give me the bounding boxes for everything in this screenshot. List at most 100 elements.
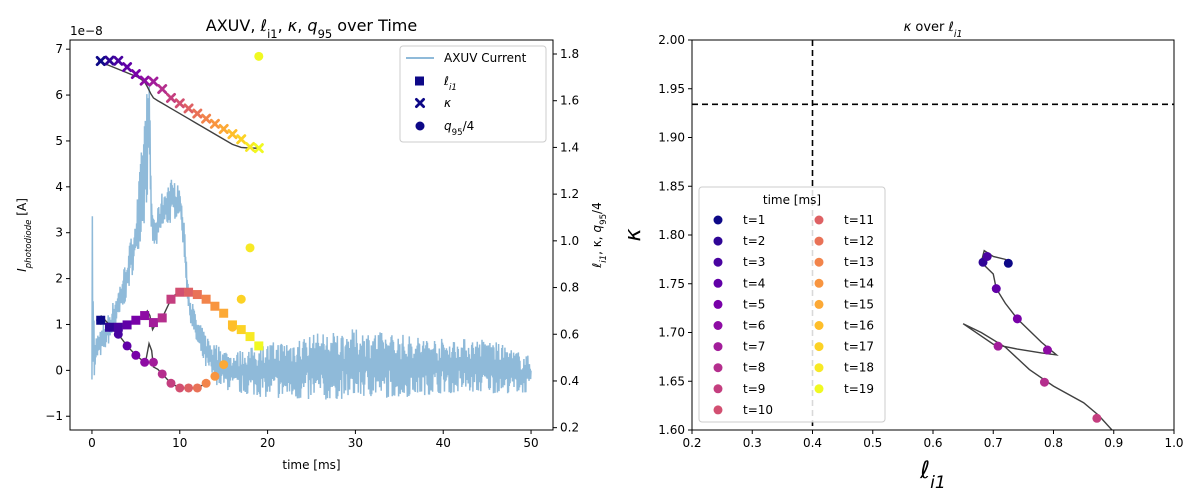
y-left-tick-label: 5 [55,134,63,148]
left-chart-title-part: i1 [267,27,278,41]
x-tick-label: 0.6 [923,436,942,450]
right-legend-title: time [ms] [763,193,821,207]
li1-point [166,294,176,304]
left-y-axis-label-part: photodiode [24,220,34,270]
q95-point [236,294,246,304]
legend-marker [814,384,824,394]
left-chart: 0 10 20 30 40 50 −1 0 1 2 3 4 5 6 7 0.2 0.4 0.6 0.8 1.0 1.2 1… [15,16,609,472]
li1-point [254,341,264,351]
y-right-tick-label: 0.2 [560,421,579,435]
q95-point [184,383,194,393]
legend-marker [814,257,824,267]
left-chart-title-part: AXUV, [206,16,261,35]
li1-point [105,322,115,332]
legend-entry-label: t=9 [743,382,765,396]
legend-marker [713,299,723,309]
legend-entry-label: t=3 [743,255,765,269]
x-tick-label: 0.9 [1104,436,1123,450]
legend-marker [814,236,824,246]
kappa-li1-point [1003,258,1013,268]
legend-label-li1-part: i1 [449,83,457,93]
legend-entry-label: t=11 [844,213,874,227]
legend-marker [814,342,824,352]
q95-point [166,378,176,388]
q95-point [122,341,132,351]
x-tick-label: 0 [88,436,96,450]
q95-point [157,369,167,379]
li1-point [227,320,237,330]
kappa-li1-point [991,284,1001,294]
left-y-axis-label-part: I [15,268,29,272]
y-left-tick-label: 4 [55,180,63,194]
x-tick-label: 50 [523,436,538,450]
li1-point [201,294,211,304]
q95-point [131,350,141,360]
legend-entry-label: t=16 [844,319,874,333]
y-tick-label: 1.65 [658,374,685,388]
legend-marker [713,236,723,246]
li1-point [140,311,150,321]
right-legend: time [ms] t=1 t=2 t=3 t=4 t=5 t=6 t=7 t=8 t=9 t=10… [698,186,886,423]
q95-point [148,357,158,367]
left-x-axis-label: time [ms] [282,458,340,472]
right-y-axis-label-part: i1 [599,255,609,263]
legend-entry-label: t=5 [743,297,765,311]
legend-label-kappa: κ [444,96,452,110]
legend-entry-label: t=10 [743,403,773,417]
y-right-tick-label: 1.8 [560,47,579,61]
y-left-tick-label: 1 [55,317,63,331]
y-right-tick-label: 0.8 [560,281,579,295]
y-right-tick-label: 0.4 [560,374,579,388]
legend-marker [713,363,723,373]
li1-point [192,290,202,300]
right-y-axis-label: ℓi1, κ, q95/4 [590,202,609,269]
right-chart-title: κ over ℓi1 [904,20,963,40]
legend-label-kappa-part: κ [444,96,452,110]
legend-label-li1: ℓi1 [443,74,457,93]
left-legend-box [399,45,547,143]
x-tick-label: 0.8 [1044,436,1063,450]
right-chart-title-part: over [911,20,948,35]
legend-entry-label: t=6 [743,319,765,333]
q95-point [113,329,123,339]
left-chart-title-part: , [297,16,307,35]
legend-marker [713,257,723,267]
q95-point [245,243,255,253]
legend-marker [713,384,723,394]
y-tick-label: 2.00 [658,33,685,47]
y-right-tick-label: 1.0 [560,234,579,248]
legend-label-q95: q95/4 [444,119,474,138]
kappa-point [157,84,168,95]
y-tick-label: 1.85 [658,179,685,193]
x-tick-label: 10 [172,436,187,450]
q95-point [254,51,264,61]
right-chart: 0.2 0.3 0.4 0.5 0.6 0.7 0.8 0.9 1.0 1.60 1.65 1.70 1… [621,20,1184,493]
kappa-point [236,134,247,145]
y-tick-label: 1.70 [658,326,685,340]
y-left-tick-label: 2 [55,272,63,286]
li1-point [96,315,106,325]
kappa-li1-trajectory [962,249,1113,430]
right-x-axis-label-part: i1 [930,473,946,493]
x-tick-label: 1.0 [1164,436,1183,450]
left-chart-title-part: κ [288,16,298,35]
right-chart-title-part: i1 [954,29,963,40]
x-tick-label: 30 [348,436,363,450]
y-right-tick-label: 1.6 [560,94,579,108]
legend-entry-label: t=8 [743,361,765,375]
legend-marker [814,363,824,373]
kappa-point [130,69,141,80]
legend-marker [713,342,723,352]
legend-label-q95-part: 95 [452,128,463,138]
legend-entry-label: t=14 [844,276,874,290]
kappa-trend-line [97,60,259,149]
li1-point [184,287,194,297]
y-tick-label: 1.95 [658,82,685,96]
y-left-tick-label: 0 [55,363,63,377]
legend-label-q95-part: /4 [463,119,475,133]
li1-point [122,320,132,330]
legend-entry-label: t=2 [743,234,765,248]
axuv-current-line [91,85,532,400]
kappa-point [192,108,203,119]
kappa-point [209,118,220,129]
